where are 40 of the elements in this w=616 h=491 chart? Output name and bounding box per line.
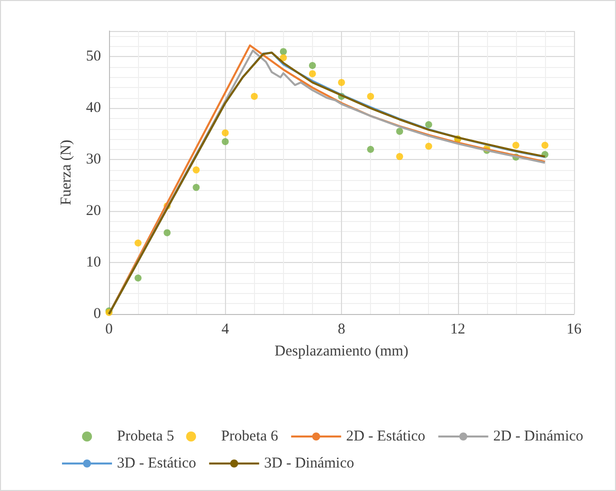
point: [338, 78, 345, 86]
y-tick-label: 40: [86, 100, 101, 116]
y-axis-title: Fuerza (N): [58, 140, 74, 206]
point: [308, 70, 316, 78]
legend-label: 3D - Estático: [117, 456, 196, 472]
point: [280, 48, 287, 56]
point: [396, 153, 404, 160]
point: [134, 239, 142, 246]
legend-label: 2D - Estático: [346, 428, 426, 444]
legend-label: 2D - Dinámico: [493, 428, 584, 444]
x-tick-label: 12: [450, 322, 466, 338]
point: [367, 92, 374, 100]
point: [280, 54, 287, 62]
point: [134, 274, 142, 282]
point: [541, 142, 548, 149]
y-tick-label: 30: [86, 152, 101, 168]
x-tick-label: 0: [105, 322, 113, 338]
point: [367, 146, 374, 153]
legend-label: Probeta 5: [117, 428, 174, 444]
point: [222, 138, 229, 146]
point: [222, 129, 229, 136]
point: [164, 229, 171, 236]
point: [192, 184, 200, 191]
legend-label: Probeta 6: [221, 428, 279, 444]
point: [512, 142, 520, 149]
point: [192, 166, 200, 174]
x-tick-label: 4: [222, 322, 230, 338]
y-tick-label: 10: [86, 254, 101, 271]
legend-label: 3D - Dinámico: [264, 456, 354, 472]
point: [425, 142, 432, 150]
x-axis-title: Desplazamiento (mm): [274, 344, 408, 360]
y-tick-label: 0: [94, 306, 101, 322]
x-tick-label: 16: [566, 322, 582, 338]
point: [396, 128, 404, 135]
point: [425, 121, 432, 128]
point: [308, 62, 316, 69]
y-tick-label: 20: [86, 203, 101, 220]
point: [250, 92, 258, 100]
y-tick-label: 50: [86, 48, 101, 65]
x-tick-label: 8: [338, 322, 346, 338]
